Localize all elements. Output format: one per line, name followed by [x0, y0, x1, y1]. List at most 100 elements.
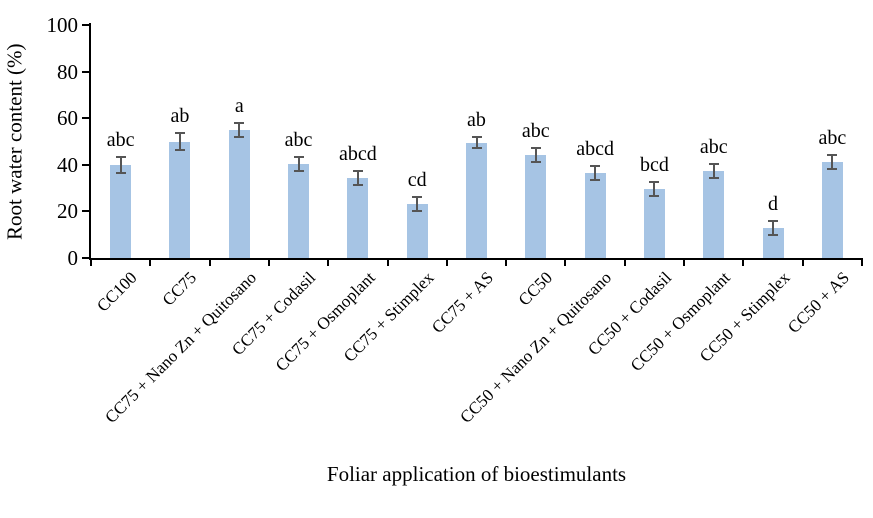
error-bar-cap-bottom	[708, 176, 719, 179]
y-tick-mark	[82, 210, 89, 213]
significance-letter: ab	[170, 105, 190, 128]
significance-letter: abc	[521, 120, 550, 143]
bar	[762, 227, 784, 258]
x-category-label: CC100	[93, 268, 142, 316]
error-bar-line	[238, 122, 241, 137]
bar	[643, 189, 665, 258]
bar	[406, 204, 428, 258]
x-category-label: CC75	[158, 268, 201, 310]
y-tick-mark	[82, 117, 89, 120]
bar	[703, 170, 725, 258]
x-tick-mark	[505, 258, 508, 266]
significance-letter: ab	[467, 108, 486, 131]
error-bar-line	[416, 197, 419, 212]
significance-letter: cd	[407, 169, 427, 192]
x-tick-mark	[267, 258, 270, 266]
x-axis-title: Foliar application of bioestimulants	[326, 462, 627, 486]
bar	[525, 155, 547, 258]
y-tick-label: 60	[57, 106, 78, 131]
x-tick-mark	[861, 258, 863, 266]
significance-letter: abc	[699, 135, 728, 158]
x-tick-mark	[683, 258, 686, 266]
y-axis-line	[89, 23, 91, 260]
error-bar-cap-bottom	[174, 148, 185, 151]
y-tick-label: 20	[57, 199, 78, 224]
error-bar-cap-top	[708, 162, 719, 165]
error-bar-line	[475, 136, 478, 149]
bar	[110, 164, 132, 258]
error-bar-cap-top	[174, 132, 185, 135]
x-category-label: CC75 + AS	[427, 268, 497, 337]
x-tick-mark	[90, 258, 92, 266]
error-bar-line	[178, 133, 181, 150]
x-tick-mark	[742, 258, 745, 266]
x-tick-mark	[564, 258, 567, 266]
error-bar-cap-bottom	[293, 169, 304, 172]
error-bar-cap-top	[827, 154, 838, 157]
y-tick-label: 100	[46, 13, 79, 37]
y-tick-label: 80	[57, 59, 78, 84]
x-tick-mark	[801, 258, 804, 266]
x-tick-mark	[149, 258, 152, 266]
error-bar-cap-top	[530, 147, 541, 150]
bar	[169, 141, 191, 258]
significance-letter: a	[234, 94, 244, 117]
error-bar-cap-top	[115, 155, 126, 158]
y-tick-mark	[82, 24, 89, 26]
error-bar-cap-bottom	[234, 135, 245, 138]
error-bar-cap-top	[352, 169, 363, 172]
x-tick-mark	[623, 258, 626, 266]
error-bar-cap-top	[649, 181, 660, 184]
y-tick-mark	[82, 257, 89, 259]
error-bar-cap-bottom	[471, 147, 482, 150]
error-bar-line	[297, 156, 300, 171]
significance-letter: abc	[284, 128, 313, 151]
error-bar-cap-bottom	[115, 171, 126, 174]
error-bar-line	[712, 163, 715, 178]
error-bar-line	[356, 170, 359, 185]
significance-letter: abc	[106, 128, 135, 151]
x-tick-mark	[327, 258, 330, 266]
y-tick-label: 40	[57, 152, 78, 177]
significance-letter: abcd	[338, 142, 377, 165]
error-bar-line	[119, 156, 122, 173]
y-axis-title: Root water content (%)	[2, 43, 27, 240]
significance-letter: abcd	[576, 137, 614, 160]
error-bar-cap-top	[471, 135, 482, 138]
error-bar-cap-bottom	[352, 183, 363, 186]
error-bar-line	[653, 182, 656, 197]
error-bar-cap-bottom	[768, 233, 779, 236]
y-tick-mark	[82, 163, 89, 166]
error-bar-cap-top	[590, 164, 601, 167]
bar	[347, 177, 369, 258]
bar	[821, 162, 843, 258]
error-bar-cap-bottom	[649, 195, 660, 198]
bar	[584, 172, 606, 258]
x-tick-mark	[386, 258, 389, 266]
error-bar-cap-top	[768, 219, 779, 222]
error-bar-cap-bottom	[827, 168, 838, 171]
error-bar-line	[594, 165, 597, 180]
bar	[288, 163, 310, 258]
error-bar-cap-top	[412, 196, 423, 199]
significance-letter: abc	[818, 127, 847, 150]
error-bar-cap-bottom	[530, 161, 541, 164]
x-axis-line	[89, 258, 862, 260]
x-tick-mark	[208, 258, 211, 266]
error-bar-cap-top	[234, 121, 245, 124]
error-bar-line	[772, 220, 775, 235]
x-tick-mark	[445, 258, 448, 266]
error-bar-cap-top	[293, 155, 304, 158]
error-bar-line	[831, 155, 834, 170]
x-category-label: CC75 + Osmoplant	[271, 268, 379, 376]
error-bar-cap-bottom	[590, 178, 601, 181]
significance-letter: d	[768, 192, 779, 215]
y-tick-label: 0	[67, 246, 79, 270]
error-bar-cap-bottom	[412, 210, 423, 213]
x-category-label: CC50 + Osmoplant	[627, 268, 735, 376]
significance-letter: bcd	[639, 154, 669, 177]
x-category-label: CC50 + AS	[783, 268, 853, 337]
bar	[228, 129, 250, 258]
bar	[466, 142, 487, 258]
